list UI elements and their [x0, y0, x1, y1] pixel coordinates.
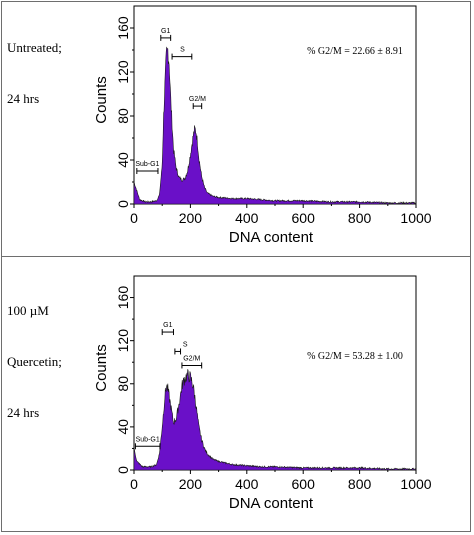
panel-1-gate-g2m: G2/M: [189, 96, 206, 110]
panel-1-y-axis-title: Counts: [93, 76, 110, 124]
panel-1-gate-subg1: Sub-G1: [135, 161, 160, 174]
panel-2-condition-label: 100 µM Quercetin; 24 hrs: [7, 268, 62, 438]
panel-1-x-tick-label: 0: [130, 210, 138, 226]
panel-1-gate-g1: G1: [160, 28, 172, 41]
panel-2-histogram-series: [133, 369, 417, 471]
panel-2-gate-s: S: [174, 341, 188, 355]
panel-1-x-tick-label: 400: [235, 210, 259, 226]
panel-2-gate-g2m: G2/M: [181, 355, 203, 369]
panel-2-gate-label: S: [183, 341, 188, 348]
panel-1-x-tick-label: 1000: [400, 210, 431, 226]
panel-2-y-tick-label: 120: [115, 329, 131, 353]
panel-1-histogram-series: [133, 46, 417, 205]
panel-1-x-tick-label: 200: [179, 210, 203, 226]
panel-divider: [1, 256, 471, 257]
panel-2-y-tick-label: 80: [115, 376, 131, 392]
panel-2-gate-label: Sub-G1: [136, 436, 160, 443]
panel-2-y-tick-label: 160: [115, 286, 131, 310]
panel-1-gate-label: S: [180, 47, 185, 54]
panel-1-label-line-1: Untreated;: [7, 40, 62, 55]
panel-2-x-tick-label: 800: [348, 476, 372, 492]
panel-1-g2m-annotation: % G2/M = 22.66 ± 8.91: [307, 46, 403, 57]
panel-2-x-tick-label: 600: [292, 476, 316, 492]
panel-2-g2m-annotation: % G2/M = 53.28 ± 1.00: [307, 351, 403, 362]
panel-1-x-tick-label: 600: [292, 210, 316, 226]
panel-1-gate-label: G1: [161, 28, 170, 35]
panel-2-gate-g1: G1: [161, 322, 174, 336]
panel-2-plot: 0 200 400 600 800 1000 0 40 80 120 160 DNA content C…: [93, 275, 432, 512]
panel-2-gate-label: G1: [163, 322, 172, 329]
panel-1-label-line-2: 24 hrs: [7, 91, 40, 106]
panel-2-gate-label: G2/M: [183, 355, 200, 362]
panel-1-y-tick-label: 80: [115, 108, 131, 124]
panel-2-x-axis-title: DNA content: [229, 495, 314, 512]
panel-2-x-tick-label: 400: [235, 476, 259, 492]
panel-1-gate-label: Sub-G1: [135, 161, 159, 168]
panel-2-label-line-1: 100 µM: [7, 303, 49, 318]
panel-2-x-tick-label: 1000: [400, 476, 431, 492]
panel-2-y-axis-title: Counts: [93, 344, 110, 392]
panel-1-y-tick-label: 40: [115, 152, 131, 168]
panel-1-gate-s: S: [171, 47, 193, 60]
panel-1-y-tick-label: 120: [115, 60, 131, 84]
panel-1-x-axis-title: DNA content: [229, 229, 314, 246]
panel-2-x-tick-label: 200: [179, 476, 203, 492]
panel-2-x-tick-label: 0: [130, 476, 138, 492]
panel-1-y-tick-label: 0: [115, 200, 131, 208]
panel-1-gate-label: G2/M: [189, 96, 206, 103]
panel-2-y-tick-label: 40: [115, 419, 131, 435]
panel-1-x-tick-label: 800: [348, 210, 372, 226]
panel-2-y-tick-label: 0: [115, 466, 131, 474]
panel-2-gate-subg1: Sub-G1: [134, 436, 161, 450]
panel-1-y-tick-label: 160: [115, 16, 131, 40]
panel-2-label-line-2: Quercetin;: [7, 354, 62, 369]
panel-2-label-line-3: 24 hrs: [7, 405, 40, 420]
panel-1-plot: 0 200 400 600 800 1000 0 40 80 120 160 DNA content C…: [93, 5, 432, 246]
panel-1-condition-label: Untreated; 24 hrs: [7, 5, 62, 124]
